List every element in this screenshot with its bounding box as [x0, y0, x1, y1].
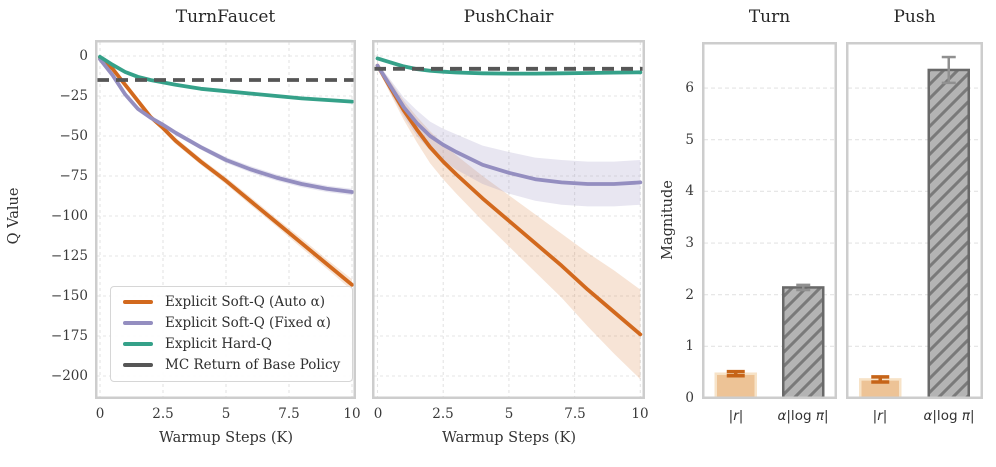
panel-title-pushchair: PushChair	[463, 7, 554, 27]
legend-line-swatch	[123, 342, 153, 346]
panel-title-push: Push	[893, 7, 936, 27]
line-plot-pushchair	[372, 40, 645, 399]
y-tick-label: 5	[685, 132, 694, 148]
y-tick-label: −200	[50, 368, 88, 384]
bar-category-label: α|log π|	[923, 408, 975, 424]
panel-title-turn: Turn	[748, 7, 791, 27]
bar-category-label: |r|	[728, 408, 744, 424]
y-tick-label: −75	[59, 168, 89, 184]
bar-category-label: |r|	[872, 408, 888, 424]
bar-category-label: α|log π|	[777, 408, 829, 424]
y-tick-label: 0	[79, 48, 88, 64]
x-axis-label-turnfaucet: Warmup Steps (K)	[158, 430, 294, 446]
y-tick-label: −100	[50, 208, 88, 224]
x-tick-label: 5	[504, 406, 514, 422]
y-tick-label: 4	[685, 183, 694, 199]
y-tick-label: 2	[685, 287, 694, 303]
legend: Explicit Soft-Q (Auto α) Explicit Soft-Q …	[110, 286, 354, 382]
x-axis-label-pushchair: Warmup Steps (K)	[441, 430, 577, 446]
y-tick-label: −175	[50, 328, 88, 344]
y-tick-label: −150	[50, 288, 88, 304]
y-tick-label: 0	[685, 390, 694, 406]
y-tick-label: 3	[685, 235, 694, 251]
bar-plot-turn	[702, 42, 837, 399]
panel-title-turnfaucet: TurnFaucet	[175, 7, 276, 27]
x-tick-label: 7.5	[564, 406, 586, 422]
legend-item-label: Explicit Hard-Q	[165, 336, 272, 352]
x-tick-label: 7.5	[278, 406, 300, 422]
x-tick-label: 2.5	[432, 406, 454, 422]
x-tick-label: 10	[631, 406, 649, 422]
x-tick-label: 0	[95, 406, 105, 422]
legend-item-label: Explicit Soft-Q (Fixed α)	[165, 315, 331, 331]
legend-item-label: MC Return of Base Policy	[165, 357, 341, 373]
line-plot-turnfaucet	[95, 40, 356, 399]
y-tick-label: 1	[685, 338, 694, 354]
y-tick-label: −50	[59, 128, 89, 144]
bar-plot-push	[846, 42, 983, 399]
y-tick-label: −125	[50, 248, 88, 264]
y-tick-label: −25	[59, 88, 89, 104]
x-tick-label: 10	[343, 406, 361, 422]
x-tick-label: 5	[221, 406, 231, 422]
x-tick-label: 2.5	[152, 406, 174, 422]
x-tick-label: 0	[373, 406, 383, 422]
legend-line-swatch	[123, 300, 153, 304]
legend-line-swatch	[123, 363, 153, 367]
y-tick-label: 6	[685, 80, 694, 96]
legend-line-swatch	[123, 321, 153, 325]
legend-item-label: Explicit Soft-Q (Auto α)	[165, 294, 325, 310]
legend-item: Explicit Soft-Q (Fixed α)	[123, 315, 340, 331]
legend-item: Explicit Soft-Q (Auto α)	[123, 294, 340, 310]
legend-item: MC Return of Base Policy	[123, 357, 340, 373]
legend-item: Explicit Hard-Q	[123, 336, 340, 352]
y-axis-label-q-value: Q Value	[6, 187, 22, 245]
